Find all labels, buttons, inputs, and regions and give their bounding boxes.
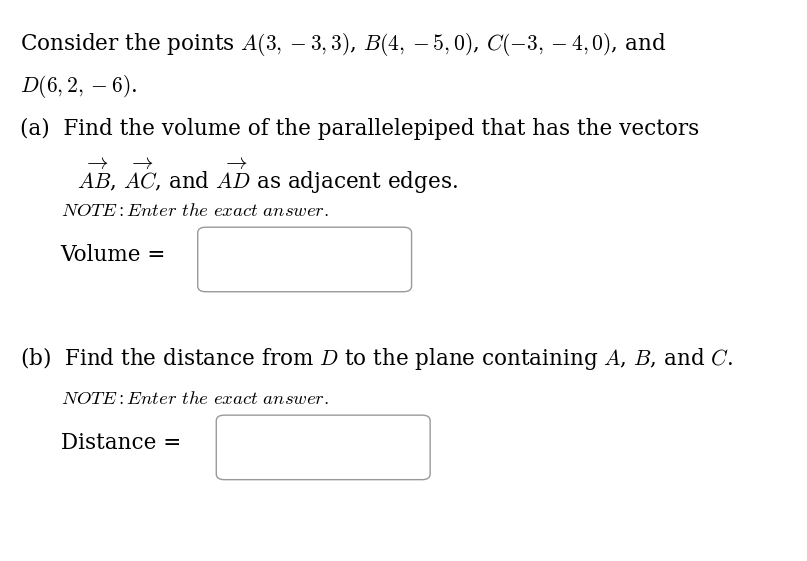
Text: Volume =: Volume =: [61, 244, 166, 266]
Text: $\it{NOTE: Enter\ the\ exact\ answer.}$: $\it{NOTE: Enter\ the\ exact\ answer.}$: [61, 390, 328, 408]
Text: (b)  Find the distance from $D$ to the plane containing $A$, $B$, and $C$.: (b) Find the distance from $D$ to the pl…: [20, 345, 733, 372]
Text: (a)  Find the volume of the parallelepiped that has the vectors: (a) Find the volume of the parallelepipe…: [20, 118, 700, 140]
Text: $D(6,2,-6)$.: $D(6,2,-6)$.: [20, 73, 137, 100]
Text: $\overrightarrow{AB}$, $\overrightarrow{AC}$, and $\overrightarrow{AD}$ as adjac: $\overrightarrow{AB}$, $\overrightarrow{…: [77, 157, 458, 196]
Text: Consider the points $A(3,-3,3)$, $B(4,-5,0)$, $C(-3,-4,0)$, and: Consider the points $A(3,-3,3)$, $B(4,-5…: [20, 31, 667, 58]
Text: $\it{NOTE: Enter\ the\ exact\ answer.}$: $\it{NOTE: Enter\ the\ exact\ answer.}$: [61, 202, 328, 220]
FancyBboxPatch shape: [198, 227, 412, 292]
Text: Distance =: Distance =: [61, 432, 181, 454]
FancyBboxPatch shape: [216, 415, 430, 480]
